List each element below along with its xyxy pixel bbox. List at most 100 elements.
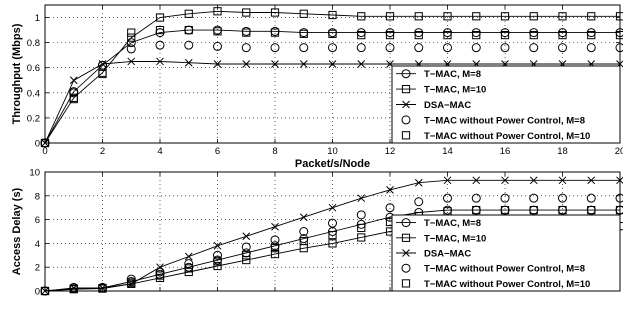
data-point (155, 13, 165, 22)
data-point (213, 27, 222, 36)
data-point (156, 57, 164, 66)
y-tick-label: 0.8 (27, 38, 40, 49)
data-point (126, 44, 136, 54)
data-point (529, 31, 538, 40)
y-tick-label: 0.6 (27, 63, 40, 74)
data-point (356, 210, 366, 220)
data-point (500, 31, 510, 40)
data-point (472, 12, 481, 21)
data-point (414, 12, 423, 21)
data-point (385, 43, 395, 53)
data-point (127, 28, 136, 37)
y-tick-label: 2 (35, 263, 40, 274)
data-point (558, 43, 567, 53)
y-tick-label: 0.2 (27, 113, 40, 124)
series-3 (41, 176, 623, 295)
legend-box (391, 65, 621, 144)
data-point (558, 176, 567, 185)
data-point (184, 252, 193, 261)
y-tick-label: 4 (35, 239, 40, 250)
y-tick-label: 0.4 (27, 88, 40, 99)
data-point (242, 255, 251, 265)
data-point (443, 43, 452, 53)
data-point (558, 193, 567, 203)
y-tick-label: 0 (35, 139, 40, 150)
data-point (242, 232, 251, 241)
x-tick-label: 10 (327, 146, 338, 157)
data-point (184, 9, 193, 18)
legend-marker (401, 263, 411, 273)
data-point (587, 205, 596, 215)
data-point (69, 94, 78, 104)
legend-label: DSA−MAC (424, 100, 471, 111)
y-tick-label: 10 (29, 168, 40, 179)
data-point (127, 278, 136, 287)
data-point (155, 25, 165, 35)
y-tick-label: 0 (35, 287, 40, 298)
data-point (270, 8, 280, 17)
data-point (414, 31, 423, 40)
data-point (299, 9, 308, 18)
data-point (500, 193, 510, 203)
data-point (357, 223, 366, 233)
data-point (328, 60, 337, 68)
data-point (242, 28, 251, 37)
legend: T−MAC, M=8 T−MAC, M=10 DSA−MAC T−MAC withou… (391, 65, 621, 144)
legend-label: T−MAC without Power Control, M=10 (424, 279, 590, 290)
legend-marker (401, 279, 411, 288)
data-point (357, 60, 366, 68)
data-point (242, 251, 251, 260)
data-point (98, 69, 107, 79)
data-point (357, 12, 366, 21)
data-point (213, 41, 222, 51)
y-tick-label: 6 (35, 215, 40, 226)
data-point (127, 33, 136, 42)
data-point (156, 263, 164, 272)
data-point (270, 28, 280, 37)
series-line (44, 29, 620, 144)
x-tick-label: 20 (615, 146, 623, 157)
legend-label: T−MAC without Power Control, M=8 (424, 264, 585, 275)
data-point (558, 205, 567, 215)
data-point (386, 185, 394, 194)
data-point (414, 43, 424, 53)
data-point (443, 31, 452, 40)
data-point (472, 176, 481, 185)
data-point (299, 29, 308, 38)
data-point (299, 213, 308, 222)
data-point (299, 236, 308, 246)
legend-label: T−MAC without Power Control, M=10 (424, 131, 590, 142)
data-point (529, 12, 538, 21)
data-point (472, 205, 481, 215)
data-point (184, 259, 194, 269)
data-point (299, 60, 308, 68)
data-point (98, 60, 107, 70)
data-point (213, 250, 222, 260)
data-point (69, 76, 78, 85)
data-point (328, 218, 337, 228)
data-point (213, 257, 222, 266)
legend-marker (402, 249, 410, 257)
data-point (270, 43, 280, 53)
y-axis-label: Access Delay (s) (11, 187, 23, 275)
y-tick-label: 8 (35, 191, 40, 202)
data-point (213, 60, 222, 68)
data-point (529, 176, 538, 185)
data-point (270, 244, 280, 253)
data-point (155, 271, 165, 280)
data-point (328, 239, 337, 248)
data-point (529, 193, 539, 203)
legend-marker (402, 100, 410, 109)
y-axis-label: Throughput (Mbps) (11, 23, 23, 124)
legend-label: T−MAC, M=10 (424, 233, 486, 244)
y-tick-label: 1 (35, 13, 40, 24)
data-point (184, 25, 193, 35)
data-point (587, 12, 596, 21)
data-point (357, 233, 366, 242)
data-point (587, 31, 596, 40)
data-point (501, 176, 509, 185)
x-axis-label: Packet/s/Node (295, 158, 370, 170)
data-point (328, 230, 337, 240)
legend-marker (401, 218, 411, 228)
